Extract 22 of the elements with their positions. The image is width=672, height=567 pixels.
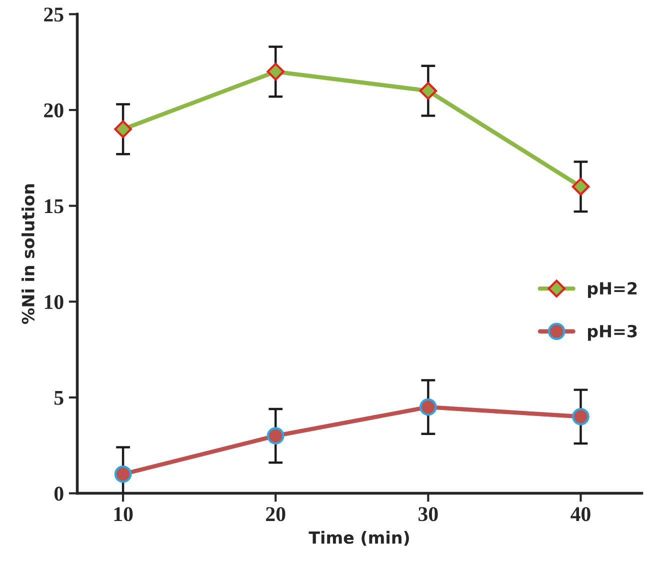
x-tick-label: 30 xyxy=(418,507,438,522)
point xyxy=(266,62,285,81)
point xyxy=(572,178,590,196)
y-tick-label: 25 xyxy=(44,8,64,22)
point xyxy=(572,408,590,426)
x-tick-label: 20 xyxy=(266,507,286,522)
y-tick-label: 5 xyxy=(54,391,64,405)
point xyxy=(266,427,284,444)
legend-label: pH=3 xyxy=(588,324,637,341)
y-tick-label: 15 xyxy=(44,199,64,214)
y-axis-title: %Ni in solution xyxy=(22,184,34,324)
x-tick-label: 10 xyxy=(114,507,133,522)
y-tick-label: 20 xyxy=(44,103,64,118)
point xyxy=(114,465,132,483)
point xyxy=(114,120,132,138)
x-axis-title: Time (min) xyxy=(308,530,409,546)
point xyxy=(419,398,437,416)
x-tick-label: 40 xyxy=(570,507,590,522)
y-tick-label: 10 xyxy=(44,295,64,310)
y-tick-label: 0 xyxy=(54,486,64,501)
legend-label: pH=2 xyxy=(588,282,637,298)
point xyxy=(419,82,438,100)
